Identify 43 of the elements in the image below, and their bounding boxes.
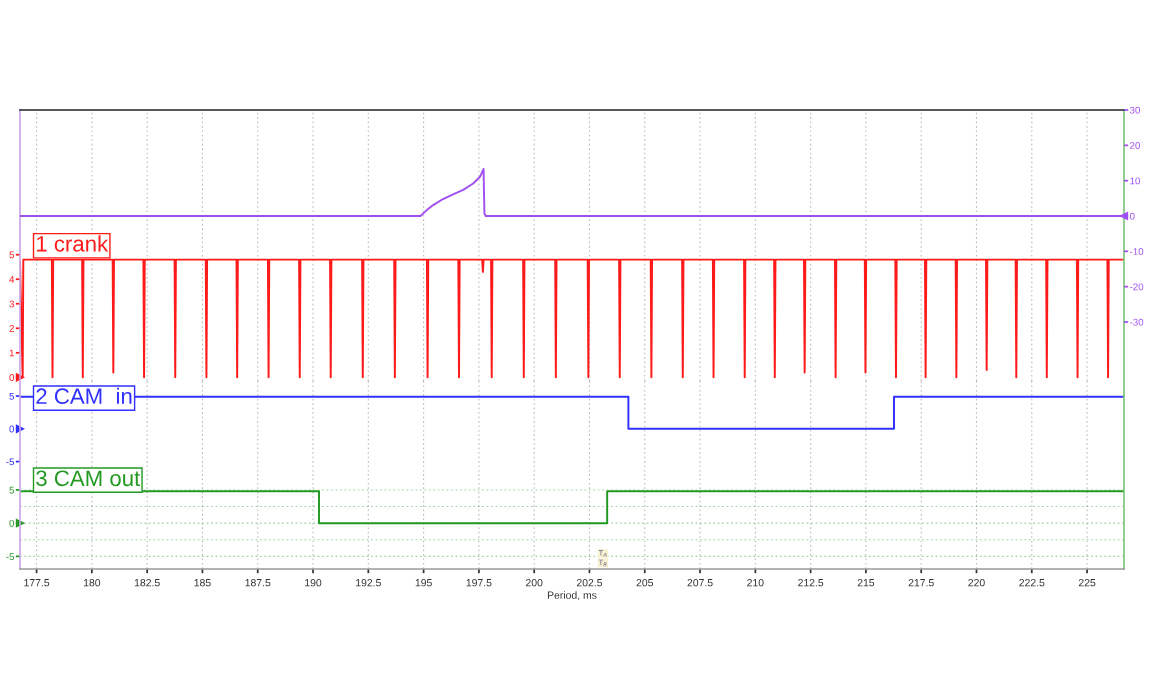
x-tick-label: 177.5 [24,579,50,587]
x-tick-label: 185 [194,579,211,587]
x-tick-label: 192.5 [356,579,381,587]
y-tick-label: -5 [6,458,15,466]
y2-tick-label: -10 [1129,248,1144,255]
y-tick-label: 3 [9,300,15,308]
series-label: 2 CAM in [36,387,132,405]
y2-tick-label: 10 [1130,177,1140,185]
y-tick-label: 5 [9,392,15,400]
series-label: 1 crank [36,235,109,252]
y-tick-label: 0 [9,425,15,433]
x-tick-label: 195 [415,579,432,587]
y2-tick-label: -30 [1129,318,1144,326]
y-tick-label: 2 [9,325,14,332]
x-tick-label: 220 [968,579,985,587]
x-tick-label: 222.5 [1019,579,1045,587]
x-tick-label: 202.5 [576,579,603,587]
y2-tick-label: 20 [1130,142,1140,149]
y2-tick-label: -20 [1129,283,1144,291]
y-tick-label: 1 [9,349,14,357]
x-tick-label: 217.5 [908,579,934,587]
y-tick-label: 0 [9,374,15,381]
x-tick-label: 205 [636,579,654,587]
y-tick-label: 5 [9,251,15,259]
y-tick-label: 5 [9,486,15,494]
x-axis-title: Period, ms [547,591,597,601]
x-tick-label: 182.5 [134,579,160,587]
series-label: 3 CAM out [36,470,141,487]
x-tick-label: 190 [305,579,322,587]
x-tick-label: 200 [526,579,543,587]
y2-tick-label: 0 [1129,212,1135,220]
x-tick-label: 207.5 [687,579,713,587]
x-tick-label: 180 [83,579,101,587]
x-tick-label: 212.5 [798,579,824,587]
y-tick-label: 4 [9,276,15,283]
x-tick-label: 215 [857,579,875,587]
y-tick-label: -5 [6,553,15,560]
x-tick-label: 197.5 [466,579,492,587]
y-tick-label: 0 [9,519,15,527]
x-tick-label: 187.5 [245,579,271,587]
x-tick-label: 225 [1078,579,1096,587]
x-tick-label: 210 [747,579,764,587]
y2-tick-label: 30 [1129,106,1140,114]
